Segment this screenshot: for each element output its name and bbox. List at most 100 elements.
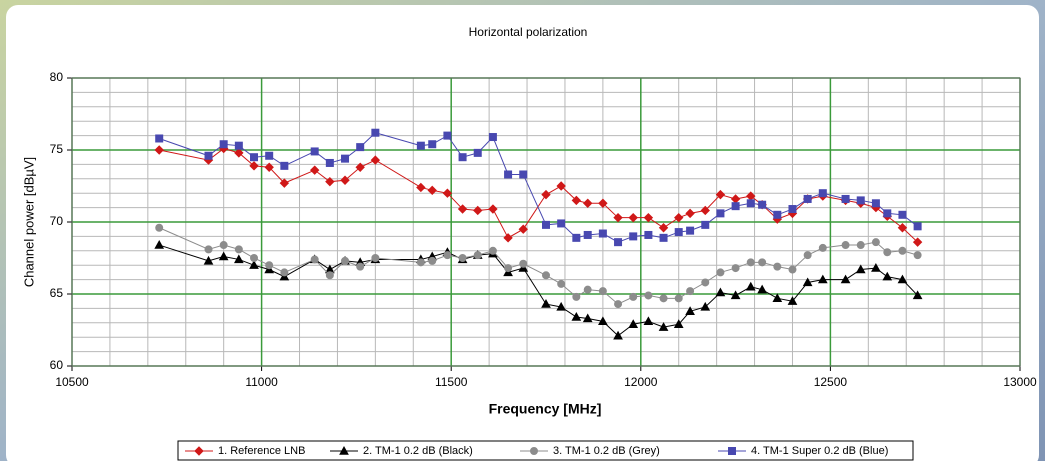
- marker: [686, 287, 695, 296]
- marker: [598, 198, 608, 208]
- marker: [746, 199, 755, 208]
- plot: [154, 128, 923, 340]
- marker: [746, 258, 755, 267]
- marker: [339, 445, 349, 455]
- marker: [685, 306, 695, 315]
- marker: [745, 281, 756, 291]
- marker: [730, 290, 741, 300]
- series-line: [159, 148, 918, 243]
- marker: [371, 128, 380, 137]
- marker: [250, 254, 259, 262]
- marker: [458, 153, 467, 162]
- y-tick-label: 60: [50, 358, 64, 372]
- marker: [659, 294, 668, 303]
- y-tick-label: 70: [50, 214, 64, 228]
- marker: [788, 265, 797, 274]
- y-tick-label: 80: [50, 70, 64, 84]
- marker: [416, 141, 425, 150]
- marker: [658, 322, 669, 331]
- marker: [542, 271, 550, 280]
- marker: [155, 223, 164, 232]
- marker: [234, 148, 244, 158]
- marker: [265, 151, 274, 160]
- marker: [715, 287, 726, 297]
- marker: [685, 208, 695, 219]
- marker: [473, 205, 483, 216]
- marker: [557, 219, 566, 228]
- y-tick-label: 75: [50, 142, 64, 156]
- marker: [325, 158, 334, 167]
- legend-label: 2. TM-1 0.2 dB (Black): [363, 445, 473, 457]
- y-axis-label: Channel power [dBµV]: [21, 157, 36, 287]
- marker: [340, 175, 350, 185]
- legend-label: 1. Reference LNB: [218, 445, 305, 457]
- marker: [325, 271, 334, 280]
- marker: [371, 254, 380, 262]
- marker: [341, 256, 350, 265]
- marker: [731, 202, 740, 211]
- marker: [154, 145, 164, 155]
- marker: [280, 268, 289, 277]
- marker: [582, 313, 593, 323]
- series: [155, 223, 922, 309]
- marker: [803, 251, 812, 260]
- marker: [856, 196, 865, 205]
- marker: [504, 170, 513, 179]
- marker: [773, 210, 782, 219]
- marker: [882, 271, 893, 281]
- marker: [643, 316, 654, 326]
- marker: [556, 181, 566, 191]
- series-line: [159, 244, 918, 337]
- marker: [788, 205, 797, 214]
- marker: [488, 204, 498, 214]
- marker: [542, 220, 550, 229]
- marker: [503, 233, 513, 243]
- marker: [883, 248, 892, 257]
- marker: [541, 189, 551, 200]
- marker: [855, 264, 866, 274]
- x-tick-label: 12500: [814, 375, 848, 389]
- marker: [598, 287, 607, 296]
- marker: [773, 262, 782, 271]
- marker: [757, 284, 767, 294]
- marker: [356, 143, 365, 152]
- marker: [583, 285, 592, 294]
- marker: [629, 292, 638, 301]
- marker: [416, 182, 426, 193]
- marker: [518, 224, 528, 234]
- marker: [310, 147, 319, 156]
- marker: [758, 200, 767, 209]
- marker: [473, 148, 482, 157]
- marker: [504, 264, 513, 273]
- marker: [674, 228, 683, 237]
- x-tick-label: 11500: [435, 375, 468, 389]
- marker: [598, 316, 608, 326]
- marker: [541, 299, 551, 308]
- marker: [416, 258, 425, 267]
- marker: [203, 255, 214, 265]
- marker: [309, 165, 320, 175]
- marker: [614, 300, 623, 309]
- marker: [659, 233, 668, 242]
- marker: [572, 233, 581, 242]
- marker: [644, 230, 653, 239]
- marker: [457, 204, 468, 214]
- legend-label: 4. TM-1 Super 0.2 dB (Blue): [751, 445, 888, 457]
- marker: [701, 278, 710, 287]
- marker: [204, 151, 213, 160]
- marker: [897, 274, 908, 284]
- marker: [356, 262, 365, 271]
- marker: [818, 189, 827, 198]
- x-tick-label: 11000: [245, 375, 278, 389]
- marker: [628, 319, 639, 328]
- marker: [898, 210, 907, 219]
- marker: [233, 254, 244, 264]
- grid: 10500 11000 11500 12000 12500 13000 60 65 70 75 80: [50, 70, 1037, 389]
- marker: [686, 226, 695, 235]
- marker: [658, 223, 669, 233]
- marker: [442, 188, 453, 198]
- marker: [310, 255, 319, 264]
- marker: [673, 319, 684, 328]
- marker: [716, 209, 725, 218]
